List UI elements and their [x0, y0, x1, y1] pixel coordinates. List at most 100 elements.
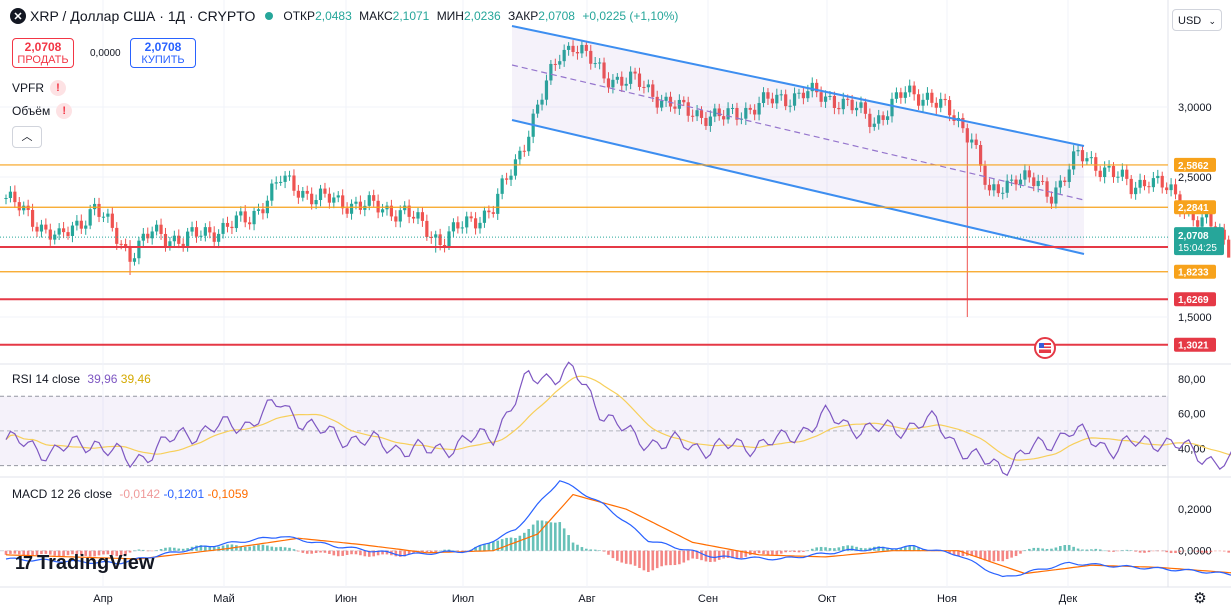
- candle-body: [1094, 157, 1097, 171]
- macd-hist-bar: [620, 551, 623, 563]
- candle-body: [354, 202, 357, 204]
- candle-body: [1090, 157, 1093, 158]
- candle-body: [301, 191, 304, 198]
- volume-indicator[interactable]: Объём !: [12, 103, 72, 119]
- candle-body: [1121, 170, 1124, 177]
- macd-hist-bar: [182, 549, 185, 551]
- economic-event-flag-icon[interactable]: [1032, 337, 1058, 359]
- macd-hist-bar: [1161, 551, 1164, 552]
- candle-body: [275, 182, 278, 183]
- candle-body: [505, 178, 508, 179]
- candle-body: [306, 191, 309, 194]
- macd-hist-bar: [519, 536, 522, 551]
- candle-body: [359, 202, 362, 210]
- macd-hist-bar: [1117, 551, 1120, 552]
- macd-hist-bar: [1099, 549, 1102, 550]
- macd-hist-bar: [1134, 551, 1137, 552]
- candle-body: [372, 195, 375, 201]
- macd-hist-bar: [762, 551, 765, 554]
- candle-body: [204, 227, 207, 236]
- candle-body: [49, 230, 52, 240]
- candle-body: [279, 182, 282, 183]
- candle-body: [159, 225, 162, 234]
- tradingview-logo[interactable]: 17 TradingView: [15, 552, 154, 575]
- candle-body: [425, 221, 428, 237]
- macd-hist-bar: [541, 520, 544, 550]
- macd-hist-bar: [319, 551, 322, 553]
- macd-hist-bar: [550, 522, 553, 550]
- macd-hist-bar: [426, 551, 429, 552]
- macd-hist-bar: [266, 546, 269, 551]
- macd-hist-bar: [1068, 545, 1071, 551]
- macd-hist-bar: [324, 551, 327, 553]
- candle-body: [128, 246, 131, 261]
- candle-body: [394, 216, 397, 221]
- buy-button[interactable]: 2,0708 КУПИТЬ: [130, 38, 196, 68]
- candle-body: [319, 189, 322, 200]
- macd-hist-bar: [536, 520, 539, 550]
- collapse-legend-button[interactable]: ︿: [12, 126, 42, 148]
- candle-body: [168, 241, 171, 246]
- macd-legend[interactable]: MACD 12 26 close -0,0142 -0,1201 -0,1059: [12, 487, 248, 501]
- candle-body: [368, 195, 371, 206]
- macd-hist-bar: [177, 549, 180, 551]
- macd-hist-bar: [346, 551, 349, 555]
- candle-body: [399, 210, 402, 221]
- candle-body: [478, 223, 481, 229]
- macd-hist-bar: [643, 551, 646, 571]
- warning-icon[interactable]: !: [50, 80, 66, 96]
- macd-hist-bar: [1188, 550, 1191, 551]
- macd-hist-bar: [443, 550, 446, 551]
- candle-body: [948, 100, 951, 115]
- market-status-icon: [265, 12, 273, 20]
- candle-body: [1130, 179, 1133, 194]
- candle-body: [75, 221, 78, 226]
- macd-hist-bar: [359, 551, 362, 556]
- currency-selector[interactable]: USD ⌄: [1172, 9, 1222, 31]
- candle-body: [199, 236, 202, 237]
- macd-hist-bar: [501, 539, 504, 551]
- rsi-legend[interactable]: RSI 14 close 39,96 39,46: [12, 372, 151, 386]
- candle-body: [518, 151, 521, 160]
- settings-gear-icon[interactable]: ⚙: [1190, 589, 1210, 609]
- candle-body: [186, 232, 189, 246]
- macd-hist-bar: [1196, 551, 1199, 552]
- macd-hist-bar: [1183, 551, 1186, 552]
- sell-button[interactable]: 2,0708 ПРОДАТЬ: [12, 38, 74, 68]
- x-tick-label: Сен: [698, 593, 718, 605]
- candle-body: [416, 212, 419, 218]
- candle-body: [527, 137, 530, 151]
- macd-hist-bar: [1179, 551, 1182, 552]
- candle-body: [208, 227, 211, 232]
- macd-hist-bar: [736, 551, 739, 559]
- macd-hist-bar: [687, 551, 690, 561]
- macd-hist-bar: [1143, 551, 1146, 553]
- vpfr-indicator[interactable]: VPFR !: [12, 80, 66, 96]
- macd-hist-bar: [1223, 551, 1226, 552]
- macd-hist-bar: [682, 551, 685, 563]
- macd-hist-bar: [514, 538, 517, 551]
- macd-hist-bar: [585, 549, 588, 551]
- symbol-title[interactable]: XRP / Доллар США · 1Д · CRYPTO: [30, 8, 255, 24]
- macd-hist-bar: [603, 551, 606, 552]
- macd-hist-bar: [567, 535, 570, 551]
- candle-body: [412, 217, 415, 219]
- warning-icon[interactable]: !: [56, 103, 72, 119]
- candle-body: [9, 192, 12, 198]
- macd-hist-bar: [634, 551, 637, 566]
- candle-body: [248, 222, 251, 224]
- candle-body: [80, 221, 83, 229]
- macd-hist-bar: [1010, 551, 1013, 558]
- candle-body: [22, 206, 25, 211]
- signal-value: -0,1059: [207, 487, 248, 501]
- candle-body: [283, 176, 286, 182]
- macd-hist-bar: [248, 547, 251, 551]
- x-tick-label: Июл: [452, 593, 474, 605]
- candle-body: [270, 184, 273, 201]
- candle-body: [288, 176, 291, 177]
- candle-body: [917, 94, 920, 105]
- macd-hist-bar: [572, 543, 575, 551]
- macd-hist-bar: [722, 551, 725, 559]
- macd-hist-bar: [1139, 551, 1142, 553]
